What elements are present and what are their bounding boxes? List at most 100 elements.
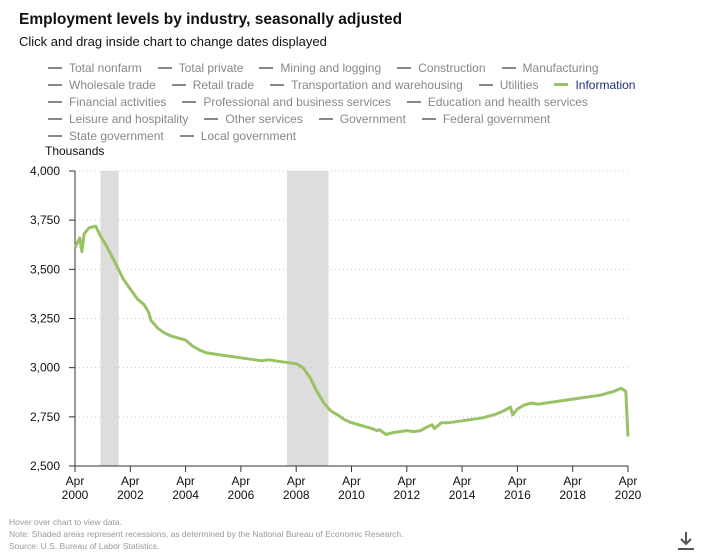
legend-item-total-private[interactable]: Total private: [157, 61, 244, 75]
y-tick-label: 3,250: [30, 312, 60, 326]
footnotes: Hover over chart to view data. Note: Sha…: [9, 516, 404, 552]
x-tick-year: 2012: [393, 488, 420, 502]
x-tick-month: Apr: [563, 474, 582, 488]
download-icon[interactable]: [676, 530, 696, 552]
x-tick-label: Apr 2006: [228, 474, 255, 502]
legend-swatch: [478, 84, 493, 86]
y-tick-label: 3,750: [30, 213, 60, 227]
x-tick-month: Apr: [508, 474, 527, 488]
legend-swatch: [157, 67, 172, 69]
legend-swatch: [48, 67, 62, 69]
footnote-source: Source: U.S. Bureau of Labor Statistics.: [9, 541, 160, 551]
legend-item-retail-trade[interactable]: Retail trade: [171, 78, 255, 92]
legend-swatch: [48, 118, 62, 120]
legend-label: Mining and logging: [280, 61, 382, 75]
x-tick-year: 2018: [559, 488, 586, 502]
legend-swatch: [182, 101, 197, 103]
legend-label: Local government: [200, 129, 297, 143]
x-tick-year: 2008: [283, 488, 310, 502]
legend-item-leisure-and-hospitality[interactable]: Leisure and hospitality: [48, 112, 188, 126]
x-tick-month: Apr: [453, 474, 472, 488]
legend-swatch: [421, 118, 436, 120]
legend-swatch: [397, 67, 412, 69]
x-tick-year: 2004: [172, 488, 199, 502]
legend-label: Utilities: [499, 78, 539, 92]
legend-item-government[interactable]: Government: [318, 112, 406, 126]
x-tick-year: 2014: [449, 488, 476, 502]
legend-swatch: [259, 67, 274, 69]
legend-swatch: [48, 84, 62, 86]
legend-label: Education and health services: [427, 95, 588, 109]
y-tick-label: 2,750: [30, 410, 60, 424]
legend-item-information[interactable]: Information: [554, 78, 635, 92]
footnote-hover: Hover over chart to view data.: [9, 517, 122, 527]
legend-item-utilities[interactable]: Utilities: [478, 78, 539, 92]
y-tick-label: 3,500: [30, 262, 60, 276]
x-tick-year: 2010: [338, 488, 365, 502]
x-tick-month: Apr: [287, 474, 306, 488]
legend-item-manufacturing[interactable]: Manufacturing: [501, 61, 599, 75]
x-tick-label: Apr 2018: [559, 474, 586, 502]
legend-label: Wholesale trade: [69, 78, 156, 92]
legend-label: Retail trade: [192, 78, 255, 92]
x-tick-month: Apr: [397, 474, 416, 488]
x-tick-month: Apr: [176, 474, 195, 488]
legend-swatch: [501, 67, 516, 69]
legend: Total nonfarm Total private Mining and log…: [48, 58, 678, 143]
legend-label: Professional and business services: [203, 95, 391, 109]
x-tick-label: Apr 2002: [117, 474, 144, 502]
x-tick-label: Apr 2016: [504, 474, 531, 502]
legend-item-mining-and-logging[interactable]: Mining and logging: [259, 61, 381, 75]
legend-swatch: [318, 118, 333, 120]
x-tick-month: Apr: [619, 474, 638, 488]
chart-subtitle: Click and drag inside chart to change da…: [19, 34, 327, 49]
legend-swatch: [406, 101, 421, 103]
chart-title: Employment levels by industry, seasonall…: [19, 11, 403, 28]
x-tick-year: 2000: [62, 488, 89, 502]
legend-item-state-government[interactable]: State government: [48, 129, 164, 143]
legend-label: Total nonfarm: [69, 61, 142, 75]
legend-label: Manufacturing: [522, 61, 599, 75]
x-tick-label: Apr 2008: [283, 474, 310, 502]
legend-label: Financial activities: [69, 95, 167, 109]
legend-item-wholesale-trade[interactable]: Wholesale trade: [48, 78, 156, 92]
x-tick-year: 2020: [615, 488, 642, 502]
legend-swatch: [204, 118, 219, 120]
legend-item-federal-government[interactable]: Federal government: [421, 112, 551, 126]
x-tick-label: Apr 2014: [449, 474, 476, 502]
legend-item-other-services[interactable]: Other services: [204, 112, 303, 126]
legend-item-financial-activities[interactable]: Financial activities: [48, 95, 166, 109]
x-tick-label: Apr 2020: [615, 474, 642, 502]
series-line-information[interactable]: [73, 224, 630, 437]
legend-label: Construction: [418, 61, 486, 75]
y-tick-label: 2,500: [30, 459, 60, 473]
x-tick-label: Apr 2004: [172, 474, 199, 502]
x-tick-year: 2002: [117, 488, 144, 502]
legend-item-total-nonfarm[interactable]: Total nonfarm: [48, 61, 142, 75]
legend-label: Transportation and warehousing: [291, 78, 463, 92]
legend-swatch: [270, 84, 285, 86]
legend-item-professional-and-business-services[interactable]: Professional and business services: [182, 95, 391, 109]
legend-label: Federal government: [442, 112, 551, 126]
legend-label: Total private: [178, 61, 244, 75]
legend-item-transportation-and-warehousing[interactable]: Transportation and warehousing: [270, 78, 463, 92]
legend-label: Information: [575, 77, 636, 92]
footnote-note: Note: Shaded areas represent recessions,…: [9, 529, 404, 539]
legend-swatch: [554, 83, 569, 86]
x-tick-year: 2016: [504, 488, 531, 502]
legend-item-education-and-health-services[interactable]: Education and health services: [406, 95, 588, 109]
legend-label: Government: [339, 112, 406, 126]
x-tick-month: Apr: [121, 474, 140, 488]
y-tick-label: 4,000: [30, 164, 60, 178]
x-tick-label: Apr 2010: [338, 474, 365, 502]
line-chart[interactable]: 2,500 2,750 3,000 3,250 3,500 3,750 4,000 Thous…: [0, 140, 705, 510]
x-tick-label: Apr 2000: [62, 474, 89, 502]
legend-label: Other services: [225, 112, 303, 126]
legend-item-local-government[interactable]: Local government: [179, 129, 297, 143]
y-tick-label: 3,000: [30, 361, 60, 375]
y-axis-label: Thousands: [45, 144, 104, 158]
x-tick-year: 2006: [228, 488, 255, 502]
legend-item-construction[interactable]: Construction: [397, 61, 486, 75]
legend-label: State government: [69, 129, 164, 143]
legend-swatch: [179, 135, 194, 137]
